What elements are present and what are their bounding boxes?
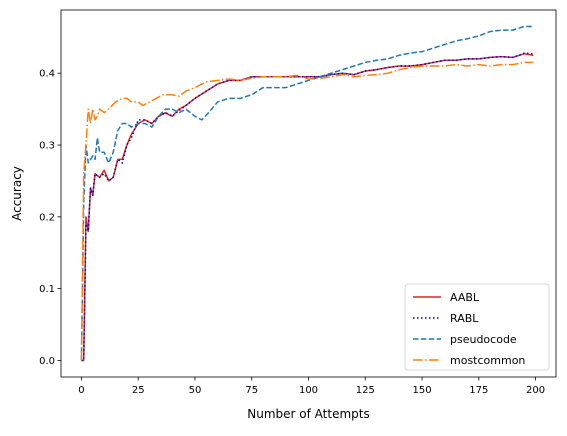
x-tick-label: 100 bbox=[299, 385, 318, 396]
x-tick-label: 175 bbox=[469, 385, 488, 396]
y-axis: 0.0 0.1 0.2 0.3 0.4 bbox=[39, 69, 61, 367]
x-tick-label: 200 bbox=[526, 385, 545, 396]
series-line-pseudocode bbox=[80, 25, 534, 361]
y-tick-label: 0.4 bbox=[39, 69, 55, 80]
y-tick-label: 0.0 bbox=[39, 356, 55, 367]
x-axis-label: Number of Attempts bbox=[247, 407, 369, 421]
y-axis-label: Accuracy bbox=[10, 166, 24, 221]
legend-label-mostcommon: mostcommon bbox=[450, 354, 525, 367]
y-tick-label: 0.2 bbox=[39, 212, 55, 223]
x-tick-label: 125 bbox=[356, 385, 375, 396]
legend-frame bbox=[404, 283, 550, 371]
series-line-mostcommon bbox=[80, 61, 534, 361]
legend-label-rabl: RABL bbox=[450, 312, 479, 325]
x-tick-label: 25 bbox=[132, 385, 145, 396]
y-tick-label: 0.1 bbox=[39, 284, 55, 295]
x-axis: 0 25 50 75 100 125 150 175 200 bbox=[78, 377, 545, 396]
x-tick-label: 0 bbox=[78, 385, 84, 396]
legend-label-pseudocode: pseudocode bbox=[450, 333, 517, 346]
series-layer bbox=[80, 25, 534, 362]
x-tick-label: 150 bbox=[412, 385, 431, 396]
x-tick-label: 75 bbox=[245, 385, 258, 396]
legend-label-aabl: AABL bbox=[450, 291, 480, 304]
y-tick-label: 0.3 bbox=[39, 141, 55, 152]
legend: AABL RABL pseudocode mostcommon bbox=[404, 283, 550, 371]
x-tick-label: 50 bbox=[189, 385, 202, 396]
